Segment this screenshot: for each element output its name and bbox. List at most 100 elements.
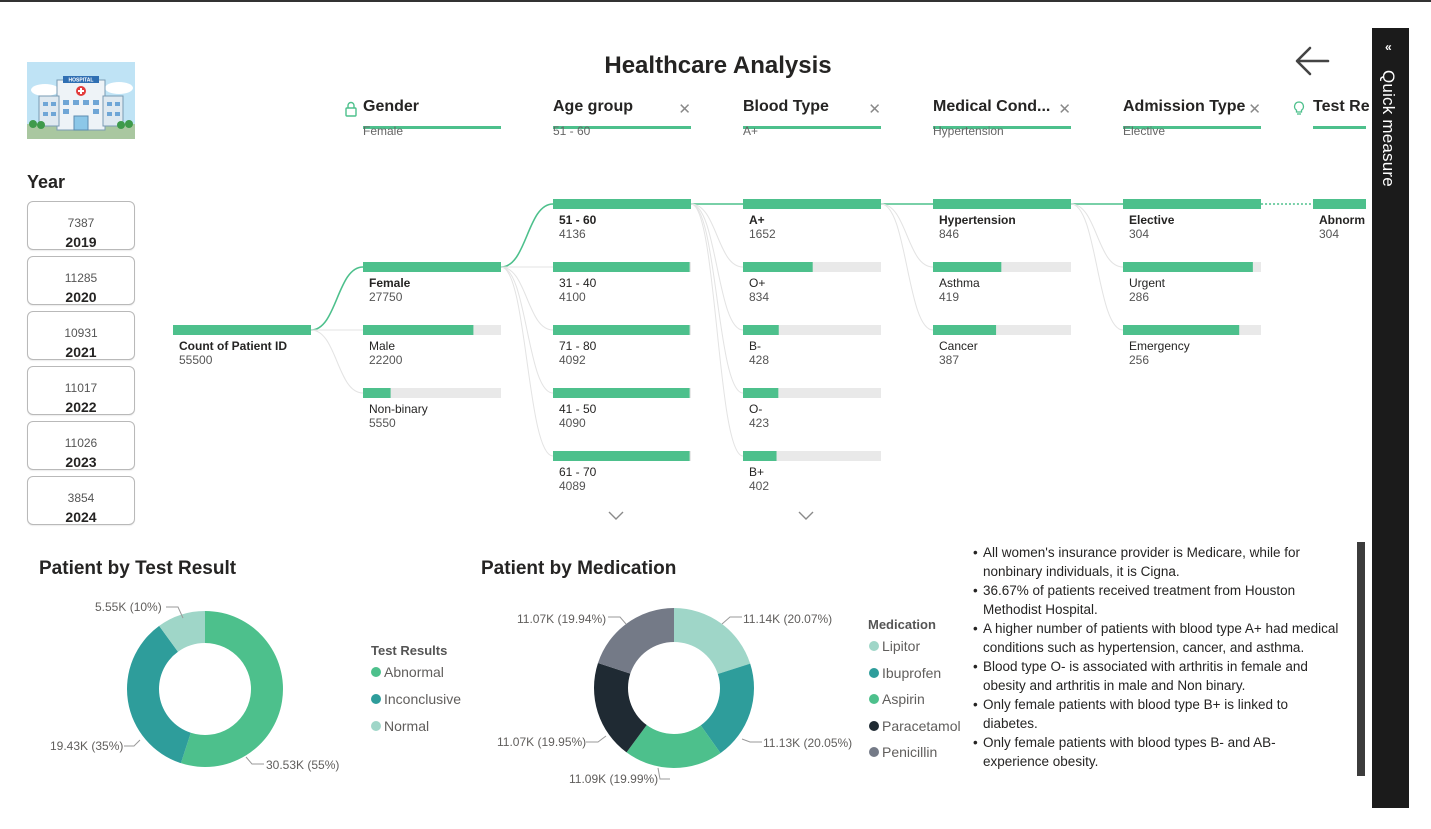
donut-slice-normal[interactable] — [159, 611, 205, 652]
year-card-2019[interactable]: 7387 2019 — [27, 201, 135, 250]
tree-bar-age-group-2[interactable] — [553, 262, 690, 272]
legend-dot-icon — [869, 694, 879, 704]
close-icon[interactable]: ✕ — [1248, 101, 1261, 118]
donut-slice-paracetamol[interactable] — [594, 663, 647, 753]
donut-slice-inconclusive[interactable] — [126, 625, 191, 764]
tree-connector — [1070, 203, 1124, 331]
test-result-donut-chart — [124, 606, 283, 767]
year-slicer-title: Year — [27, 172, 66, 192]
tree-bar-blood-type-3[interactable] — [743, 325, 779, 335]
legend-item-normal[interactable]: Normal — [371, 718, 429, 734]
donut-label-abnormal: 30.53K (55%) — [266, 758, 340, 772]
tree-bar-age-group-3[interactable] — [553, 325, 690, 335]
insight-item: All women's insurance provider is Medica… — [973, 543, 1343, 581]
tree-level-header-2[interactable]: Age group ✕ — [553, 96, 691, 129]
tree-bar-admission-type-1[interactable] — [1123, 199, 1261, 209]
legend-label: Normal — [384, 718, 430, 734]
tree-node-name: 71 - 80 — [559, 339, 597, 353]
legend-item-aspirin[interactable]: Aspirin — [869, 691, 925, 707]
quick-measure-label[interactable]: Quick measure — [1379, 70, 1398, 187]
tree-bar-gender-1[interactable] — [363, 262, 501, 272]
year-label: 2023 — [65, 454, 97, 470]
tree-bar-gender-3[interactable] — [363, 388, 391, 398]
tree-node-name: Elective — [1129, 213, 1175, 227]
year-card-2023[interactable]: 11026 2023 — [27, 421, 135, 470]
tree-bar-blood-type-4[interactable] — [743, 388, 779, 398]
year-card-2021[interactable]: 10931 2021 — [27, 311, 135, 360]
tree-node-label: 71 - 80 4092 — [559, 339, 596, 367]
lightbulb-icon — [1293, 101, 1305, 115]
year-card-2024[interactable]: 3854 2024 — [27, 476, 135, 525]
tree-root-bar[interactable] — [173, 325, 311, 335]
tree-bar-age-group-5[interactable] — [553, 451, 690, 461]
medication-donut-chart — [586, 608, 762, 780]
double-chevron-left-icon[interactable]: « — [1385, 40, 1392, 54]
tree-level-header-6[interactable]: Test Re — [1313, 96, 1370, 129]
tree-bar-blood-type-1[interactable] — [743, 199, 881, 209]
tree-level-header-5[interactable]: Admission Type ✕ — [1123, 96, 1261, 129]
legend-dot-icon — [869, 720, 879, 731]
tree-connector-active — [500, 203, 554, 268]
tree-bar-medical-condition-2[interactable] — [933, 262, 1002, 272]
tree-node-value: 423 — [749, 416, 770, 430]
tree-bar-medical-condition-3[interactable] — [933, 325, 997, 335]
tree-node-label: Abnorm 304 — [1319, 213, 1365, 241]
legend-item-penicillin[interactable]: Penicillin — [869, 744, 937, 760]
tree-node-value: 1652 — [749, 227, 776, 241]
tree-bar-blood-type-5[interactable] — [743, 451, 777, 461]
tree-level-label: Test Re — [1313, 98, 1370, 115]
year-card-2022[interactable]: 11017 2022 — [27, 366, 135, 415]
tree-node-name: B+ — [749, 465, 765, 479]
year-card-2020[interactable]: 11285 2020 — [27, 256, 135, 305]
close-icon[interactable]: ✕ — [678, 101, 691, 118]
tree-node-name: Non-binary — [369, 402, 428, 416]
tree-level-header-3[interactable]: Blood Type ✕ — [743, 96, 881, 129]
donut-label-lipitor: 11.14K (20.07%) — [743, 612, 833, 626]
back-arrow-icon[interactable] — [1292, 42, 1332, 82]
legend-item-lipitor[interactable]: Lipitor — [869, 638, 920, 654]
legend-item-abnormal[interactable]: Abnormal — [371, 664, 444, 680]
tree-node-value: 27750 — [369, 290, 403, 304]
tree-bar-age-group-1[interactable] — [553, 199, 691, 209]
tree-node-value: 22200 — [369, 353, 403, 367]
tree-bar-admission-type-2[interactable] — [1123, 262, 1253, 272]
tree-node-label: Cancer 387 — [939, 339, 978, 367]
tree-node-label: Urgent 286 — [1129, 276, 1165, 304]
legend-item-inconclusive[interactable]: Inconclusive — [371, 691, 461, 707]
donut-slice-aspirin[interactable] — [626, 725, 721, 768]
tree-level-header-1[interactable]: Gender — [363, 96, 501, 129]
donut-slice-lipitor[interactable] — [674, 608, 751, 674]
quick-measure-pane[interactable]: « Quick measure — [1372, 28, 1409, 808]
legend-label: Aspirin — [882, 691, 925, 707]
donut-slice-abnormal[interactable] — [180, 611, 283, 767]
scrollbar-thumb[interactable] — [1357, 542, 1365, 776]
close-icon[interactable]: ✕ — [1058, 101, 1071, 118]
tree-node-label: Elective 304 — [1129, 213, 1174, 241]
tree-bar-gender-3-track — [363, 388, 501, 398]
legend-item-paracetamol[interactable]: Paracetamol — [869, 718, 961, 734]
legend-item-ibuprofen[interactable]: Ibuprofen — [869, 665, 941, 681]
chevron-down-icon[interactable] — [798, 511, 814, 520]
donut-slice-penicillin[interactable] — [597, 608, 674, 674]
donut-slice-ibuprofen[interactable] — [700, 663, 754, 754]
tree-bar-gender-2[interactable] — [363, 325, 474, 335]
close-icon[interactable]: ✕ — [868, 101, 881, 118]
tree-bar-blood-type-2[interactable] — [743, 262, 813, 272]
tree-bar-admission-type-3[interactable] — [1123, 325, 1240, 335]
donut-label-aspirin: 11.09K (19.99%) — [569, 772, 659, 786]
tree-bar-age-group-4[interactable] — [553, 388, 690, 398]
tree-level-label: Gender — [363, 98, 420, 115]
chevron-down-icon[interactable] — [608, 511, 624, 520]
tree-bar-test-result-1[interactable] — [1313, 199, 1366, 209]
tree-node-label: 41 - 50 4090 — [559, 402, 596, 430]
tree-node-name: Cancer — [939, 339, 978, 353]
tree-level-header-4[interactable]: Medical Cond... ✕ — [933, 96, 1071, 129]
legend-dot-icon — [869, 641, 879, 651]
top-border — [0, 0, 1431, 2]
tree-node-name: A+ — [749, 213, 765, 227]
year-count: 3854 — [67, 491, 95, 505]
tree-node-name: Urgent — [1129, 276, 1166, 290]
tree-node-label: O- 423 — [749, 402, 769, 430]
tree-bar-medical-condition-1[interactable] — [933, 199, 1071, 209]
tree-node-name: Female — [369, 276, 411, 290]
